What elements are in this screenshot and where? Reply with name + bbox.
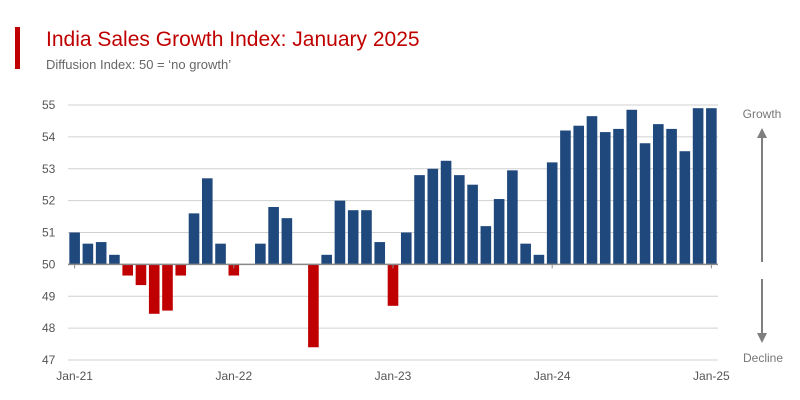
bar-Aug-24 — [639, 143, 651, 265]
arrow-up-icon — [757, 128, 767, 138]
bar-May-24 — [599, 132, 611, 265]
bar-Nov-24 — [679, 151, 691, 265]
bar-May-21 — [122, 264, 133, 276]
x-tick-label: Jan-21 — [56, 369, 93, 383]
bar-Feb-23 — [400, 232, 412, 265]
bar-Dec-23 — [533, 254, 545, 265]
bar-Sep-23 — [493, 199, 505, 265]
y-tick-label: 55 — [42, 98, 56, 112]
x-tick-label: Jan-22 — [215, 369, 252, 383]
y-tick-label: 49 — [42, 289, 56, 303]
bar-Aug-22 — [321, 254, 332, 265]
x-tick-label: Jan-23 — [375, 369, 412, 383]
decline-label: Decline — [743, 351, 783, 365]
bar-Mar-24 — [573, 125, 585, 265]
bar-Feb-21 — [82, 243, 94, 265]
bar-Jul-23 — [467, 184, 478, 265]
bar-Jun-21 — [135, 264, 147, 286]
bar-Oct-22 — [347, 210, 359, 265]
bar-Jan-22 — [228, 264, 240, 276]
bar-Sep-21 — [175, 264, 187, 276]
bar-Jan-25 — [706, 108, 717, 265]
bar-Sep-22 — [334, 200, 346, 265]
bar-Mar-23 — [414, 175, 425, 265]
bar-Apr-21 — [109, 254, 120, 265]
y-tick-label: 52 — [42, 194, 56, 208]
title-accent-bar — [15, 27, 20, 69]
bar-Mar-21 — [95, 242, 107, 265]
bar-Jan-21 — [69, 232, 80, 265]
bar-Jun-24 — [613, 128, 624, 265]
y-tick-label: 54 — [42, 130, 56, 144]
growth-label: Growth — [743, 107, 782, 121]
bars — [69, 108, 717, 348]
x-tick-label: Jan-24 — [534, 369, 571, 383]
bar-Apr-22 — [268, 207, 279, 265]
bar-Jul-21 — [148, 264, 160, 314]
bar-Apr-23 — [427, 168, 439, 265]
bar-Dec-21 — [215, 243, 226, 265]
bar-May-23 — [440, 160, 452, 265]
bar-Oct-23 — [507, 170, 518, 265]
bar-Sep-24 — [653, 124, 664, 265]
x-tick-label: Jan-25 — [693, 369, 730, 383]
growth-decline-indicator: Growth Decline — [743, 107, 784, 365]
bar-Nov-21 — [201, 178, 213, 265]
y-tick-label: 48 — [42, 321, 56, 335]
y-tick-label: 47 — [42, 353, 56, 367]
bar-Jan-24 — [546, 162, 558, 265]
bar-Oct-24 — [666, 128, 677, 265]
bar-Nov-23 — [520, 243, 531, 265]
bar-Jun-23 — [454, 175, 465, 265]
bar-Nov-22 — [361, 210, 372, 265]
bar-Aug-21 — [162, 264, 173, 311]
arrow-down-icon — [757, 333, 767, 343]
chart-subtitle: Diffusion Index: 50 = ‘no growth’ — [46, 57, 232, 72]
bar-Aug-23 — [480, 226, 492, 265]
bar-Jan-23 — [387, 264, 399, 306]
y-tick-label: 53 — [42, 162, 56, 176]
y-tick-label: 50 — [42, 257, 56, 271]
bar-Feb-24 — [560, 130, 571, 265]
y-tick-label: 51 — [42, 226, 56, 240]
axes: Jan-21 Jan-22 Jan-23 Jan-24 Jan-25 — [56, 263, 730, 383]
chart-title: India Sales Growth Index: January 2025 — [46, 28, 420, 51]
bar-Jul-24 — [626, 109, 638, 265]
bar-Mar-22 — [255, 243, 266, 265]
bar-Dec-24 — [692, 108, 704, 265]
bar-Jul-22 — [308, 264, 319, 348]
bar-Apr-24 — [586, 116, 598, 265]
bar-May-22 — [281, 218, 293, 265]
bar-Oct-21 — [188, 213, 200, 265]
bar-Dec-22 — [374, 242, 386, 265]
